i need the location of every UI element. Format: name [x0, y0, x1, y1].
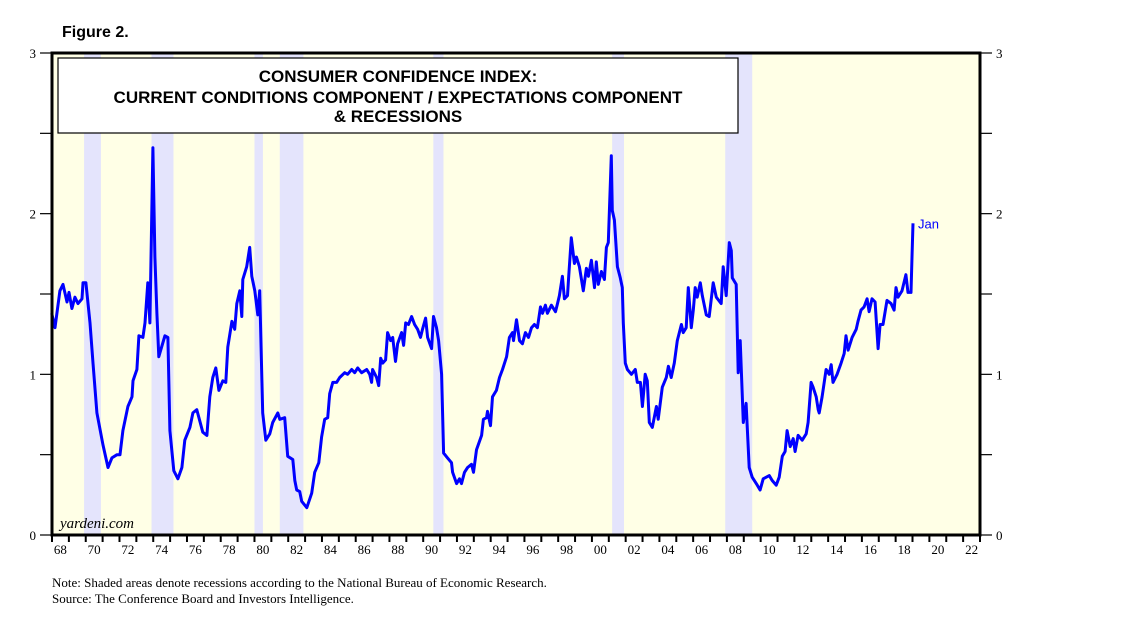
x-tick-label: 68 — [54, 542, 67, 557]
last-point-label: Jan — [918, 216, 939, 231]
y-tick-label-right: 0 — [996, 528, 1003, 543]
x-tick-label: 84 — [324, 542, 338, 557]
x-tick-label: 04 — [661, 542, 675, 557]
x-tick-label: 18 — [898, 542, 911, 557]
note-line-1: Note: Shaded areas denote recessions acc… — [52, 575, 547, 590]
chart-title-line-1: CONSUMER CONFIDENCE INDEX: — [259, 67, 538, 86]
x-tick-label: 80 — [256, 542, 269, 557]
x-tick-label: 16 — [864, 542, 878, 557]
figure-label: Figure 2. — [62, 24, 129, 41]
x-tick-label: 70 — [88, 542, 101, 557]
recession-band — [433, 53, 444, 535]
x-tick-label: 98 — [560, 542, 573, 557]
y-tick-label-left: 1 — [30, 367, 37, 382]
x-tick-label: 08 — [729, 542, 742, 557]
recession-band — [612, 53, 624, 535]
watermark: yardeni.com — [58, 516, 134, 532]
x-tick-label: 94 — [493, 542, 507, 557]
x-tick-label: 78 — [223, 542, 236, 557]
x-tick-label: 90 — [425, 542, 438, 557]
x-tick-label: 02 — [628, 542, 641, 557]
series-line — [50, 146, 915, 510]
x-tick-label: 88 — [391, 542, 404, 557]
recession-band — [279, 53, 304, 535]
y-tick-label-left: 3 — [30, 46, 37, 61]
x-tick-label: 92 — [459, 542, 472, 557]
y-tick-label-left: 2 — [30, 207, 37, 222]
y-tick-label-right: 3 — [996, 46, 1003, 61]
x-tick-label: 76 — [189, 542, 203, 557]
x-tick-label: 72 — [121, 542, 134, 557]
chart-title-line-2: CURRENT CONDITIONS COMPONENT / EXPECTATI… — [114, 88, 684, 107]
x-tick-label: 14 — [830, 542, 844, 557]
x-tick-label: 82 — [290, 542, 303, 557]
y-tick-label-left: 0 — [30, 528, 37, 543]
y-tick-label-right: 1 — [996, 367, 1003, 382]
x-tick-label: 06 — [695, 542, 709, 557]
x-tick-label: 00 — [594, 542, 607, 557]
x-tick-label: 74 — [155, 542, 169, 557]
x-tick-label: 86 — [358, 542, 372, 557]
x-tick-label: 12 — [796, 542, 809, 557]
x-tick-label: 96 — [526, 542, 540, 557]
note-line-2: Source: The Conference Board and Investo… — [52, 591, 354, 606]
x-tick-label: 22 — [965, 542, 978, 557]
chart-title-line-3: & RECESSIONS — [334, 107, 462, 126]
x-tick-label: 10 — [763, 542, 776, 557]
y-tick-label-right: 2 — [996, 207, 1003, 222]
recession-band — [151, 53, 174, 535]
x-tick-label: 20 — [931, 542, 944, 557]
chart-title-box: CONSUMER CONFIDENCE INDEX: CURRENT CONDI… — [57, 57, 739, 134]
